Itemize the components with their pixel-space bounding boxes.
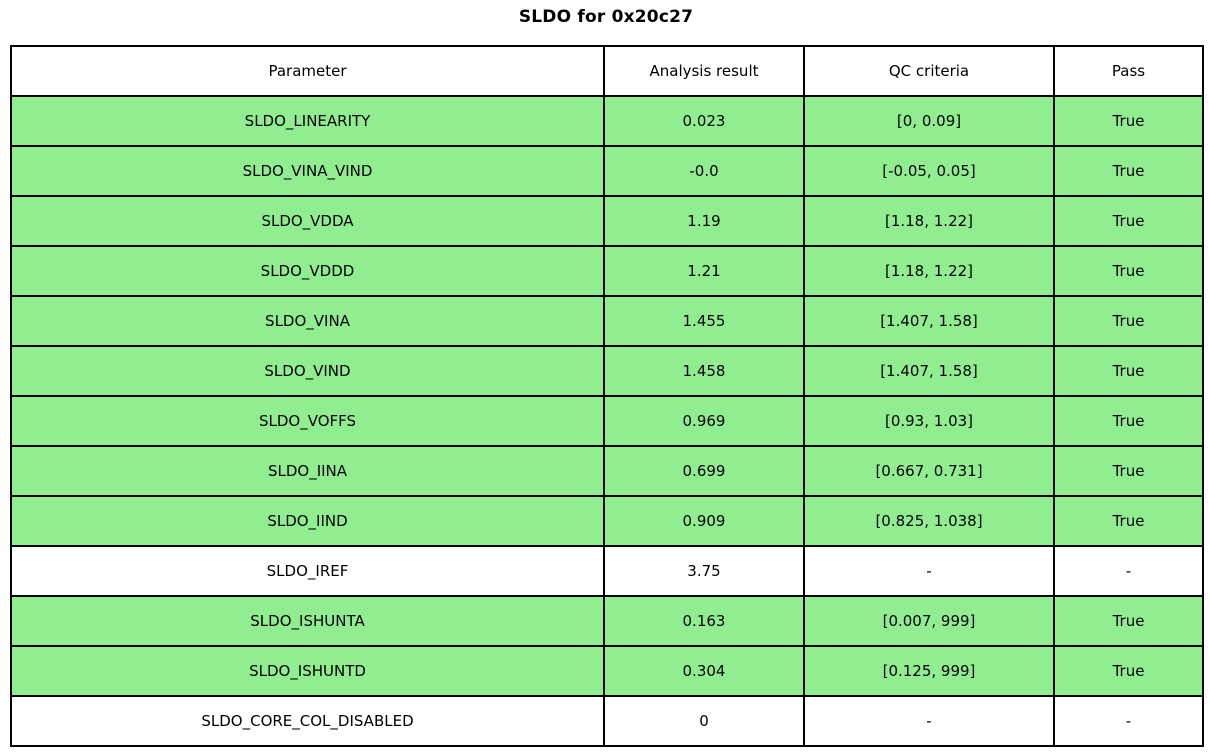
table-row: SLDO_CORE_COL_DISABLED 0- - <box>10 695 1204 747</box>
cell-parameter: SLDO_LINEARITY <box>10 95 605 147</box>
table-row: SLDO_VDDD 1.21 [1.18, 1.22] True <box>10 245 1204 297</box>
table-row: SLDO_ISHUNTA 0.163 [0.007, 999] True <box>10 595 1204 647</box>
table-row: SLDO_ISHUNTD 0.304 [0.125, 999] True <box>10 645 1204 697</box>
cell-parameter: SLDO_VOFFS <box>10 395 605 447</box>
cell-analysis-result: 1.19 <box>603 195 805 247</box>
cell-parameter: SLDO_CORE_COL_DISABLED <box>10 695 605 747</box>
cell-qc-criteria: [0.93, 1.03] <box>803 395 1055 447</box>
cell-qc-criteria: - <box>803 695 1055 747</box>
cell-pass: True <box>1053 345 1204 397</box>
cell-parameter: SLDO_VINA <box>10 295 605 347</box>
cell-pass: True <box>1053 145 1204 197</box>
cell-analysis-result: 0.969 <box>603 395 805 447</box>
table-row: SLDO_IREF 3.75- - <box>10 545 1204 597</box>
cell-qc-criteria: [1.407, 1.58] <box>803 345 1055 397</box>
cell-qc-criteria: - <box>803 545 1055 597</box>
column-header-qc-criteria: QC criteria <box>803 45 1055 97</box>
cell-pass: - <box>1053 545 1204 597</box>
cell-pass: True <box>1053 495 1204 547</box>
cell-analysis-result: 0.163 <box>603 595 805 647</box>
table-body: SLDO_LINEARITY 0.023 [0, 0.09] True SLDO_VIN… <box>10 95 1204 747</box>
cell-qc-criteria: [0.125, 999] <box>803 645 1055 697</box>
page-title: SLDO for 0x20c27 <box>518 7 694 27</box>
cell-analysis-result: 0.023 <box>603 95 805 147</box>
cell-pass: - <box>1053 695 1204 747</box>
cell-pass: True <box>1053 195 1204 247</box>
column-header-pass: Pass <box>1053 45 1204 97</box>
cell-parameter: SLDO_VDDD <box>10 245 605 297</box>
cell-qc-criteria: [0, 0.09] <box>803 95 1055 147</box>
table-row: SLDO_LINEARITY 0.023 [0, 0.09] True <box>10 95 1204 147</box>
table-row: SLDO_IIND 0.909 [0.825, 1.038] True <box>10 495 1204 547</box>
cell-pass: True <box>1053 645 1204 697</box>
cell-pass: True <box>1053 445 1204 497</box>
cell-pass: True <box>1053 595 1204 647</box>
cell-analysis-result: -0.0 <box>603 145 805 197</box>
cell-pass: True <box>1053 245 1204 297</box>
cell-analysis-result: 1.21 <box>603 245 805 297</box>
cell-parameter: SLDO_IIND <box>10 495 605 547</box>
cell-qc-criteria: [1.407, 1.58] <box>803 295 1055 347</box>
table-row: SLDO_VINA 1.455 [1.407, 1.58] True <box>10 295 1204 347</box>
cell-parameter: SLDO_IREF <box>10 545 605 597</box>
cell-analysis-result: 0 <box>603 695 805 747</box>
cell-parameter: SLDO_IINA <box>10 445 605 497</box>
cell-analysis-result: 3.75 <box>603 545 805 597</box>
cell-pass: True <box>1053 395 1204 447</box>
table-row: SLDO_VIND 1.458 [1.407, 1.58] True <box>10 345 1204 397</box>
table-row: SLDO_VDDA 1.19 [1.18, 1.22] True <box>10 195 1204 247</box>
column-header-parameter: Parameter <box>10 45 605 97</box>
cell-parameter: SLDO_VIND <box>10 345 605 397</box>
cell-parameter: SLDO_ISHUNTD <box>10 645 605 697</box>
cell-qc-criteria: [-0.05, 0.05] <box>803 145 1055 197</box>
cell-parameter: SLDO_VINA_VIND <box>10 145 605 197</box>
table-header-row: Parameter Analysis result QC criteria Pa… <box>10 45 1204 97</box>
table-row: SLDO_VINA_VIND -0.0 [-0.05, 0.05] True <box>10 145 1204 197</box>
cell-qc-criteria: [0.667, 0.731] <box>803 445 1055 497</box>
cell-analysis-result: 0.699 <box>603 445 805 497</box>
cell-parameter: SLDO_VDDA <box>10 195 605 247</box>
qc-results-table: Parameter Analysis result QC criteria Pa… <box>10 45 1204 747</box>
cell-pass: True <box>1053 295 1204 347</box>
table-row: SLDO_IINA 0.699 [0.667, 0.731] True <box>10 445 1204 497</box>
cell-qc-criteria: [0.825, 1.038] <box>803 495 1055 547</box>
cell-qc-criteria: [0.007, 999] <box>803 595 1055 647</box>
table-row: SLDO_VOFFS 0.969 [0.93, 1.03] True <box>10 395 1204 447</box>
cell-qc-criteria: [1.18, 1.22] <box>803 195 1055 247</box>
cell-analysis-result: 0.304 <box>603 645 805 697</box>
column-header-analysis-result: Analysis result <box>603 45 805 97</box>
cell-parameter: SLDO_ISHUNTA <box>10 595 605 647</box>
cell-analysis-result: 1.455 <box>603 295 805 347</box>
cell-qc-criteria: [1.18, 1.22] <box>803 245 1055 297</box>
cell-analysis-result: 0.909 <box>603 495 805 547</box>
cell-pass: True <box>1053 95 1204 147</box>
cell-analysis-result: 1.458 <box>603 345 805 397</box>
